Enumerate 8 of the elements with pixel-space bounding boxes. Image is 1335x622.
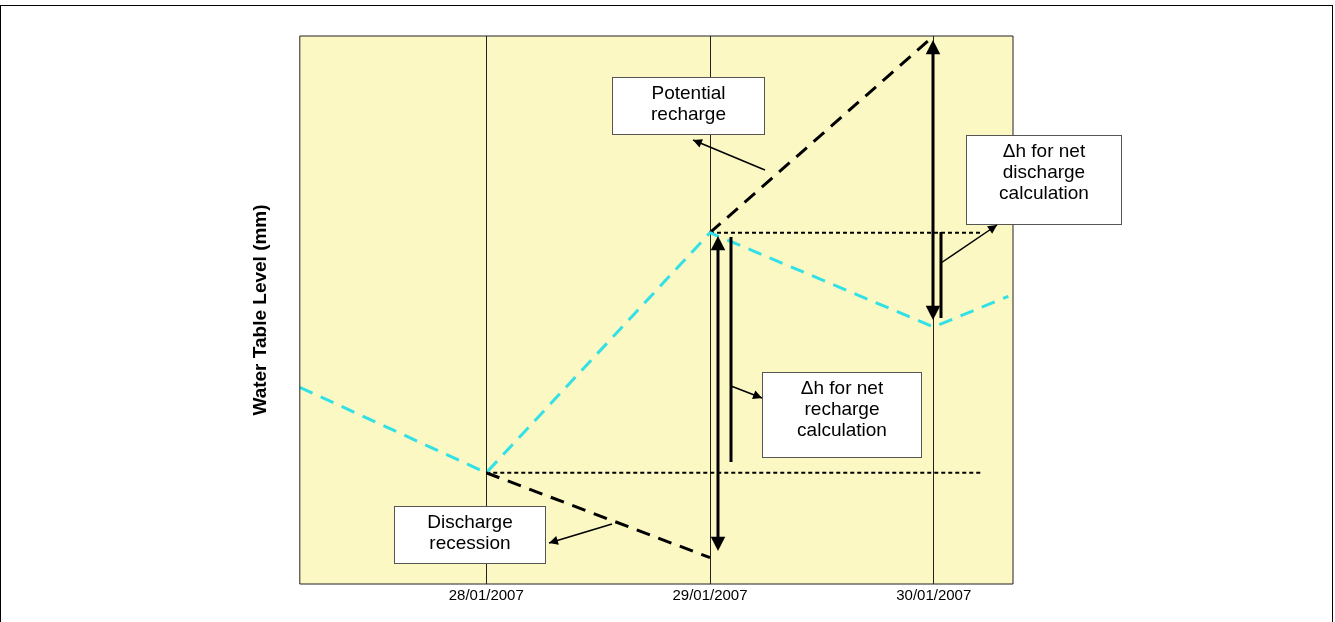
x-tick-label: 28/01/2007: [448, 586, 524, 604]
x-tick-label: 30/01/2007: [896, 586, 972, 604]
callout-box: Discharge recession: [394, 506, 546, 564]
callout-box: Potential recharge: [612, 77, 765, 135]
callout-box: Δh for net recharge calculation: [762, 372, 922, 458]
callout-box: Δh for net discharge calculation: [966, 135, 1122, 225]
y-axis-title: Water Table Level (mm): [248, 204, 270, 416]
x-tick-label: 29/01/2007: [672, 586, 748, 604]
